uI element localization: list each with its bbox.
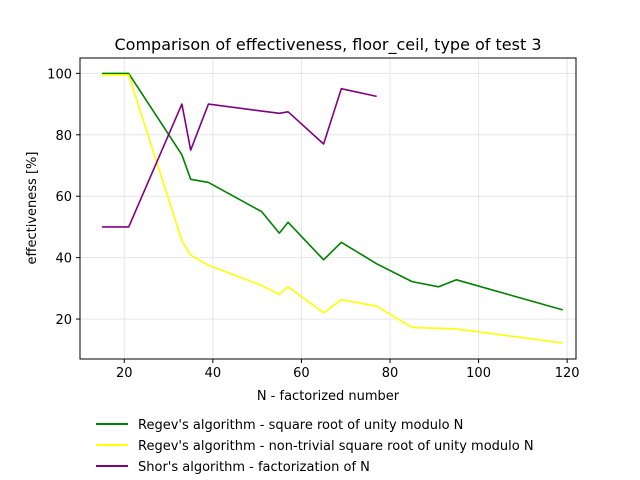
series-layer (102, 72, 563, 344)
legend-label: Regev's algorithm - square root of unity… (138, 418, 463, 433)
x-axis: 20 40 60 80 100 120 (116, 359, 580, 381)
x-tick-label: 20 (116, 366, 133, 381)
grid (80, 58, 576, 359)
y-tick-label: 60 (55, 190, 72, 205)
y-axis: 20 40 60 80 100 (47, 67, 80, 328)
plot-frame (79, 57, 577, 360)
legend-label: Shor's algorithm - factorization of N (138, 460, 370, 475)
y-tick-label: 80 (55, 129, 72, 144)
y-tick-label: 20 (55, 313, 72, 328)
series-line-2 (102, 74, 563, 344)
series-line-3 (102, 87, 377, 228)
legend: Regev's algorithm - square root of unity… (96, 418, 534, 475)
chart-title: Comparison of effectiveness, floor_ceil,… (114, 35, 541, 55)
x-tick-label: 120 (555, 366, 580, 381)
series-line-1 (102, 72, 563, 311)
x-axis-label: N - factorized number (257, 389, 400, 404)
x-tick-label: 40 (205, 366, 222, 381)
y-tick-label: 100 (47, 67, 72, 82)
y-axis-label: effectiveness [%] (25, 152, 40, 265)
x-tick-label: 100 (466, 366, 491, 381)
y-tick-label: 40 (55, 252, 72, 267)
x-tick-label: 80 (382, 366, 399, 381)
x-tick-label: 60 (293, 366, 310, 381)
legend-label: Regev's algorithm - non-trivial square r… (138, 439, 534, 454)
